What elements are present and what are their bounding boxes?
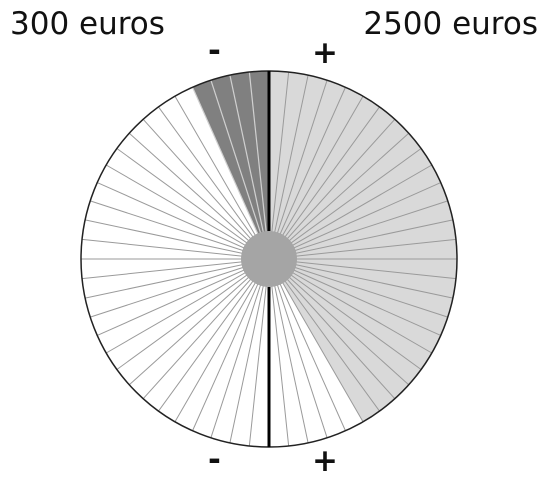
wheel-spoke [90, 200, 270, 260]
light-sector [269, 96, 380, 259]
light-sector [269, 259, 409, 399]
wheel-spoke [268, 258, 422, 370]
wheel-spoke [268, 200, 448, 260]
wheel-spoke [97, 182, 270, 260]
wheel-spoke [192, 258, 270, 431]
light-sector [269, 259, 395, 412]
wheel-spoke [268, 258, 433, 354]
center-hub [241, 231, 297, 287]
wheel-spoke [268, 238, 457, 260]
wheel-spoke [81, 258, 270, 280]
wheel-spoke [248, 258, 270, 447]
light-sector [269, 259, 422, 385]
wheel-spoke [229, 258, 270, 443]
light-sector [269, 119, 409, 259]
wheel-spoke [268, 182, 441, 260]
bottom-minus-sign: - [208, 442, 221, 478]
wheel-spoke [174, 95, 270, 260]
wheel-spoke [268, 258, 346, 431]
light-sector [269, 259, 380, 422]
wheel-spoke [268, 258, 410, 386]
wheel-spoke [268, 71, 290, 260]
top-minus-sign: - [208, 33, 221, 69]
light-sector [269, 165, 441, 259]
bottom-plus-sign: + [312, 443, 338, 479]
wheel-spoke [268, 95, 364, 260]
wheel-spoke [90, 258, 270, 318]
wheel-spoke [268, 258, 441, 336]
wheel-spoke [268, 132, 410, 260]
wheel-spoke [268, 258, 448, 318]
wheel-spoke [268, 258, 364, 423]
light-sector [269, 259, 432, 370]
wheel-spoke [158, 258, 270, 412]
wheel-spoke [268, 219, 453, 260]
left-amount-label: 300 euros [10, 6, 165, 42]
wheel-spoke [268, 75, 309, 260]
wheel-spoke [116, 148, 270, 260]
wheel-spoke [105, 258, 270, 354]
wheel-spoke [268, 258, 309, 443]
light-sector [269, 148, 432, 259]
wheel-spoke [210, 80, 270, 260]
wheel-spoke [210, 258, 270, 438]
wheel-spoke [85, 219, 270, 260]
top-plus-sign: + [312, 35, 338, 71]
wheel-spoke [85, 258, 270, 299]
wheel-spoke [142, 118, 270, 260]
wheel-spoke [268, 80, 328, 260]
wheel-spoke [268, 148, 422, 260]
wheel-spoke [268, 258, 457, 280]
wheel-spoke [191, 87, 270, 260]
wheel-spoke [268, 258, 453, 299]
wheel-spoke [81, 238, 270, 260]
wheel-spoke [105, 164, 270, 260]
wheel-spoke [116, 258, 270, 370]
dark-sector [192, 80, 269, 259]
wheel-spoke [174, 258, 270, 423]
light-sector [269, 259, 448, 336]
wheel-spoke [128, 258, 270, 386]
light-sector [269, 259, 441, 353]
light-sector [269, 106, 395, 260]
wheel-spoke [268, 258, 396, 400]
wheel-spoke [248, 71, 270, 260]
wheel-spoke [268, 106, 380, 260]
wheel-spoke [142, 258, 270, 400]
light-sector [269, 87, 363, 259]
light-sector [269, 133, 422, 259]
wheel-spoke [268, 87, 346, 260]
light-sector [269, 80, 346, 259]
wheel-spoke [158, 106, 270, 260]
light-sector [269, 182, 448, 259]
right-amount-label: 2500 euros [363, 6, 538, 42]
wheel-spoke [268, 258, 380, 412]
wheel-spoke [229, 74, 270, 260]
wheel-spoke [128, 132, 270, 260]
wheel-spoke [97, 258, 270, 336]
spoke-group [81, 71, 457, 447]
wheel-spoke [268, 258, 290, 447]
wheel-spoke [268, 164, 433, 260]
wheel-spoke [268, 118, 396, 260]
wheel-spoke [268, 258, 328, 438]
